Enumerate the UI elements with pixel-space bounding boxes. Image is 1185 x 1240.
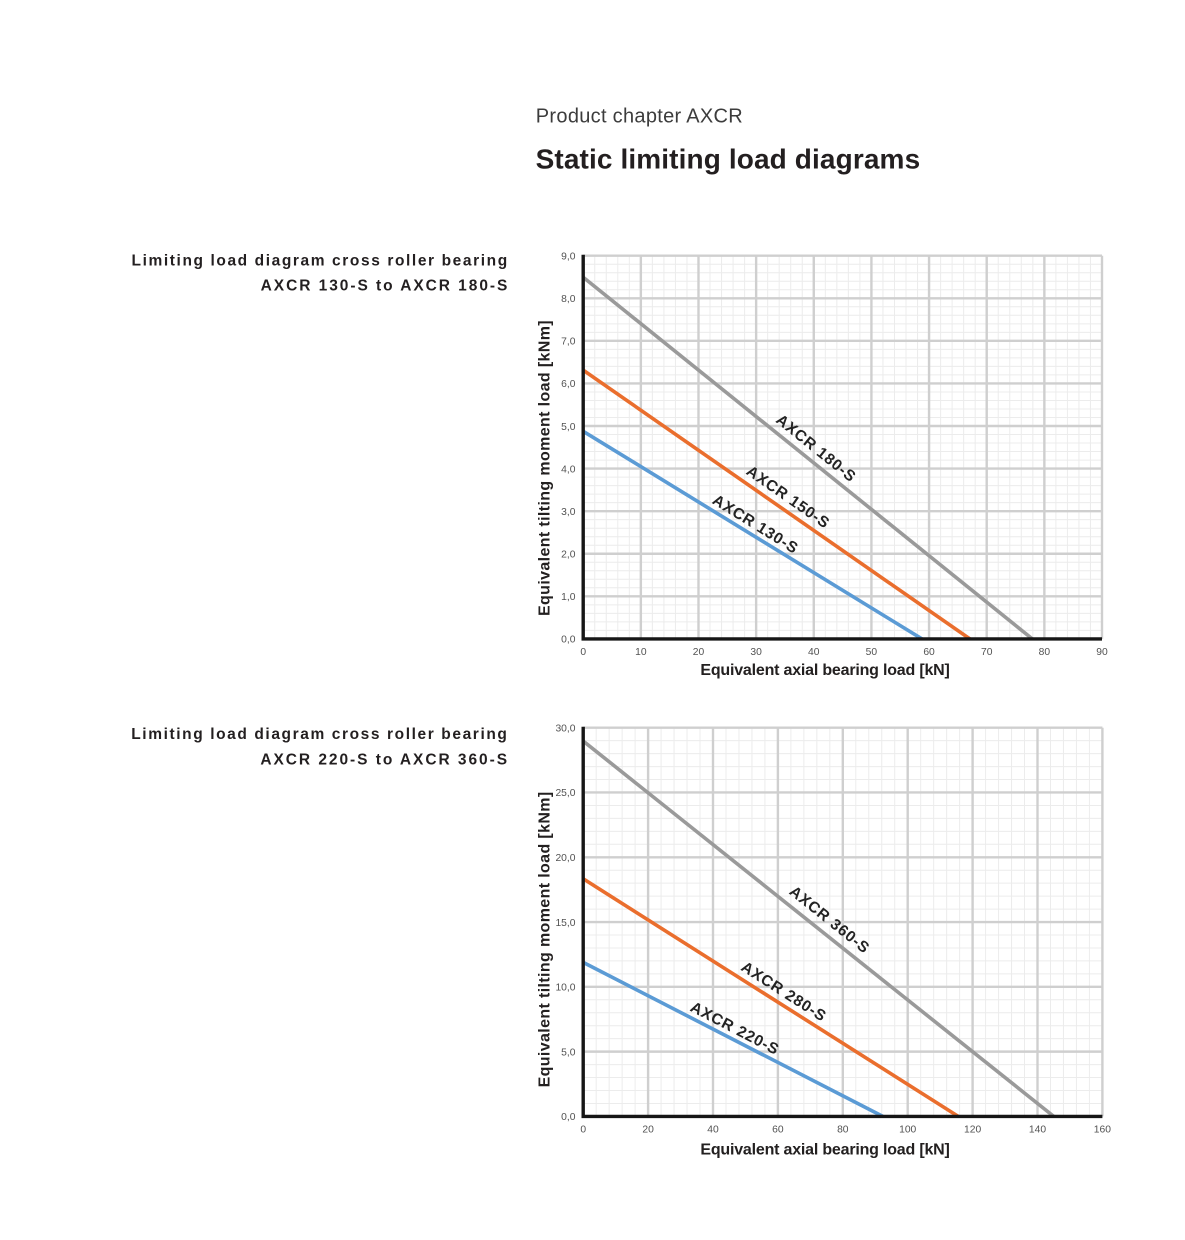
svg-text:20: 20 [642, 1125, 654, 1136]
svg-text:0: 0 [580, 647, 586, 658]
svg-text:5,0: 5,0 [561, 422, 576, 433]
svg-text:120: 120 [964, 1125, 981, 1136]
svg-text:Equivalent tilting moment load: Equivalent tilting moment load [kNm] [536, 791, 553, 1087]
svg-text:80: 80 [1039, 647, 1051, 658]
svg-text:10,0: 10,0 [555, 983, 575, 994]
svg-text:Product chapter AXCR: Product chapter AXCR [536, 105, 743, 127]
svg-text:160: 160 [1094, 1125, 1111, 1136]
svg-text:10: 10 [635, 647, 647, 658]
svg-text:80: 80 [837, 1125, 849, 1136]
svg-text:Static limiting load diagrams: Static limiting load diagrams [536, 144, 921, 175]
svg-text:20: 20 [693, 647, 705, 658]
svg-text:Equivalent axial bearing load: Equivalent axial bearing load [kN] [700, 1142, 949, 1159]
svg-text:0,0: 0,0 [561, 1112, 576, 1123]
svg-text:3,0: 3,0 [561, 507, 576, 518]
svg-text:40: 40 [707, 1125, 719, 1136]
svg-text:60: 60 [923, 647, 935, 658]
svg-text:90: 90 [1096, 647, 1108, 658]
svg-text:9,0: 9,0 [561, 251, 576, 262]
svg-text:0: 0 [580, 1125, 586, 1136]
svg-text:5,0: 5,0 [561, 1047, 576, 1058]
svg-text:AXCR 130-S to AXCR 180-S: AXCR 130-S to AXCR 180-S [261, 278, 510, 295]
svg-text:6,0: 6,0 [561, 379, 576, 390]
svg-text:AXCR 220-S to AXCR 360-S: AXCR 220-S to AXCR 360-S [260, 751, 509, 768]
svg-text:1,0: 1,0 [561, 592, 576, 603]
svg-text:70: 70 [981, 647, 993, 658]
svg-text:100: 100 [899, 1125, 916, 1136]
svg-text:20,0: 20,0 [555, 853, 575, 864]
svg-text:60: 60 [772, 1125, 784, 1136]
svg-text:0,0: 0,0 [561, 635, 576, 646]
svg-text:4,0: 4,0 [561, 464, 576, 475]
svg-text:50: 50 [866, 647, 878, 658]
svg-text:Limiting load diagram cross ro: Limiting load diagram cross roller beari… [132, 253, 509, 270]
svg-text:Equivalent tilting moment load: Equivalent tilting moment load [kNm] [536, 320, 553, 616]
svg-text:25,0: 25,0 [555, 788, 575, 799]
svg-text:30: 30 [750, 647, 762, 658]
svg-text:140: 140 [1029, 1125, 1046, 1136]
svg-text:30,0: 30,0 [555, 723, 575, 734]
svg-text:Equivalent axial bearing load: Equivalent axial bearing load [kN] [700, 662, 949, 679]
svg-text:40: 40 [808, 647, 820, 658]
svg-text:8,0: 8,0 [561, 294, 576, 305]
svg-text:Limiting load diagram cross ro: Limiting load diagram cross roller beari… [131, 726, 508, 743]
svg-text:2,0: 2,0 [561, 549, 576, 560]
svg-text:7,0: 7,0 [561, 337, 576, 348]
svg-text:15,0: 15,0 [555, 918, 575, 929]
